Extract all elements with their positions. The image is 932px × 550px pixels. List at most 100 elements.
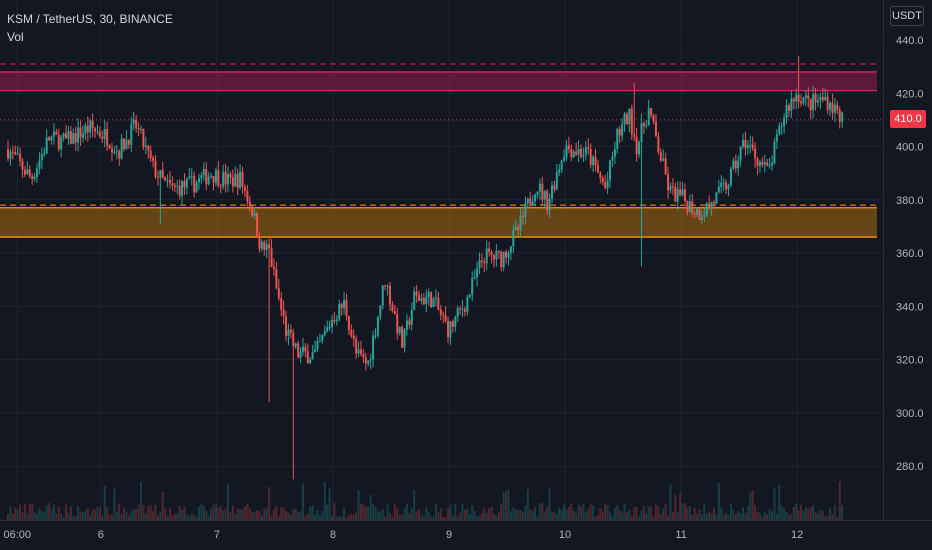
candle-body bbox=[62, 133, 65, 137]
volume-bar bbox=[773, 487, 776, 520]
volume-bar bbox=[657, 505, 660, 520]
candle-body bbox=[466, 296, 469, 312]
volume-bar bbox=[350, 513, 353, 520]
candle-body bbox=[447, 320, 450, 338]
volume-bar bbox=[214, 504, 217, 520]
candle-body bbox=[715, 192, 718, 204]
volume-bar bbox=[633, 507, 636, 520]
candle-body bbox=[77, 127, 80, 143]
candle-body bbox=[357, 349, 360, 354]
candle-body bbox=[676, 189, 679, 202]
candle-body bbox=[565, 145, 568, 157]
volume-bar bbox=[275, 505, 278, 520]
volume-bar bbox=[62, 516, 65, 520]
candle-body bbox=[149, 150, 152, 158]
candle-body bbox=[509, 246, 512, 253]
candle-body bbox=[364, 356, 367, 364]
candle-body bbox=[613, 148, 616, 157]
volume-bar bbox=[809, 507, 812, 520]
volume-bar bbox=[705, 514, 708, 520]
volume-bar bbox=[671, 512, 674, 520]
volume-bar bbox=[596, 515, 599, 520]
candle-body bbox=[674, 186, 677, 202]
volume-bar bbox=[156, 515, 159, 520]
candle-body bbox=[340, 303, 343, 309]
volume-bar bbox=[234, 513, 237, 520]
price-axis[interactable]: 440.0 420.0 400.0 380.0 360.0 340.0 320.0 300.0… bbox=[896, 35, 924, 473]
currency-button[interactable]: USDT bbox=[890, 6, 924, 26]
volume-bar bbox=[33, 511, 36, 520]
volume-bar bbox=[205, 510, 208, 520]
volume-bar bbox=[98, 506, 101, 520]
candle-body bbox=[166, 179, 169, 181]
candle-body bbox=[398, 326, 401, 334]
candle-body bbox=[72, 133, 75, 144]
volume-bar bbox=[497, 511, 500, 520]
candle-body bbox=[343, 300, 346, 309]
candle-body bbox=[500, 252, 503, 268]
volume-bar bbox=[183, 506, 186, 520]
volume-bar bbox=[509, 511, 512, 520]
candle-body bbox=[737, 160, 740, 169]
volume-bar bbox=[667, 515, 670, 520]
time-axis[interactable]: 06:00 6 7 8 9 10 11 12 bbox=[4, 529, 804, 541]
candle-body bbox=[536, 191, 539, 195]
candle-body bbox=[514, 226, 517, 231]
candle-body bbox=[292, 332, 295, 347]
candle-body bbox=[236, 174, 239, 188]
volume-bar bbox=[476, 516, 479, 520]
volume-bar bbox=[108, 515, 111, 520]
candle-body bbox=[420, 298, 423, 301]
volume-bar bbox=[142, 504, 145, 520]
candle-body bbox=[679, 189, 682, 195]
volume-bar bbox=[188, 515, 191, 520]
volume-bar bbox=[526, 489, 529, 520]
volume-bar bbox=[567, 506, 570, 520]
candle-body bbox=[691, 201, 694, 214]
volume-bar bbox=[268, 486, 271, 520]
volume-bar bbox=[316, 509, 319, 520]
volume-bar bbox=[444, 516, 447, 520]
volume-bar bbox=[287, 512, 290, 520]
volume-bar bbox=[821, 510, 824, 520]
volume-bar bbox=[164, 508, 167, 520]
volume-bar bbox=[231, 505, 234, 520]
volume-bar bbox=[771, 510, 774, 520]
volume-bar bbox=[797, 510, 800, 520]
volume-indicator-label[interactable]: Vol bbox=[7, 30, 24, 44]
candle-body bbox=[809, 99, 812, 111]
candle-body bbox=[650, 107, 653, 116]
candle-body bbox=[304, 346, 307, 352]
volume-bar bbox=[301, 483, 304, 520]
volume-bar bbox=[575, 513, 578, 520]
volume-bar bbox=[524, 505, 527, 520]
volume-bar bbox=[650, 506, 653, 520]
candle-body bbox=[800, 101, 803, 104]
symbol-title[interactable]: KSM / TetherUS, 30, BINANCE bbox=[7, 12, 173, 26]
candle-body bbox=[618, 128, 621, 136]
volume-bar bbox=[471, 505, 474, 520]
volume-bar bbox=[787, 514, 790, 520]
volume-bar bbox=[538, 503, 541, 520]
candle-body bbox=[239, 171, 242, 188]
candle-body bbox=[285, 316, 288, 337]
volume-bar bbox=[106, 506, 109, 520]
candle-body bbox=[778, 126, 781, 134]
candle-body bbox=[323, 331, 326, 336]
candle-body bbox=[785, 105, 788, 118]
candle-body bbox=[130, 123, 133, 145]
candle-body bbox=[65, 133, 68, 139]
candle-body bbox=[563, 156, 566, 161]
candle-body bbox=[321, 335, 324, 342]
candle-body bbox=[497, 250, 500, 253]
candle-body bbox=[422, 298, 425, 305]
candle-body bbox=[502, 251, 505, 268]
candle-body bbox=[224, 172, 227, 185]
candle-body bbox=[21, 160, 24, 170]
volume-bar bbox=[340, 516, 343, 520]
volume-bar bbox=[410, 507, 413, 520]
candle-body bbox=[456, 308, 459, 317]
volume-bar bbox=[507, 489, 510, 520]
